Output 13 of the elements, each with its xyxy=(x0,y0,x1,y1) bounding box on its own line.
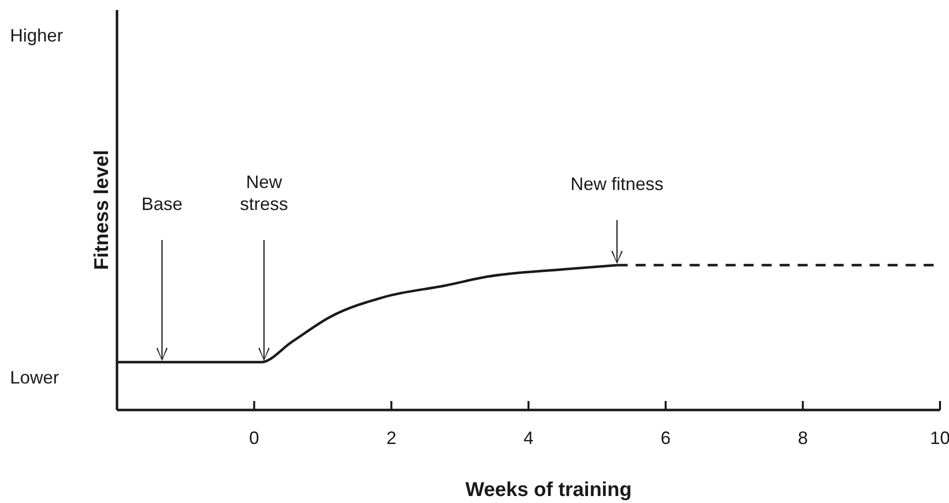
text: New stress xyxy=(240,172,288,214)
x-tick-label: 6 xyxy=(660,428,671,448)
text: Lower xyxy=(10,367,60,388)
x-tick-label: 4 xyxy=(523,428,534,448)
y-axis-title: Fitness level xyxy=(91,150,113,270)
text: Base xyxy=(141,194,183,214)
x-tick-label: 2 xyxy=(386,428,396,448)
x-tick-label: 8 xyxy=(798,428,808,448)
x-tick-label: 0 xyxy=(249,428,260,448)
text: Higher xyxy=(10,25,64,46)
x-tick-label: 10 xyxy=(930,428,949,448)
x-axis-title: Weeks of training xyxy=(465,479,632,501)
text: New fitness xyxy=(570,174,664,194)
